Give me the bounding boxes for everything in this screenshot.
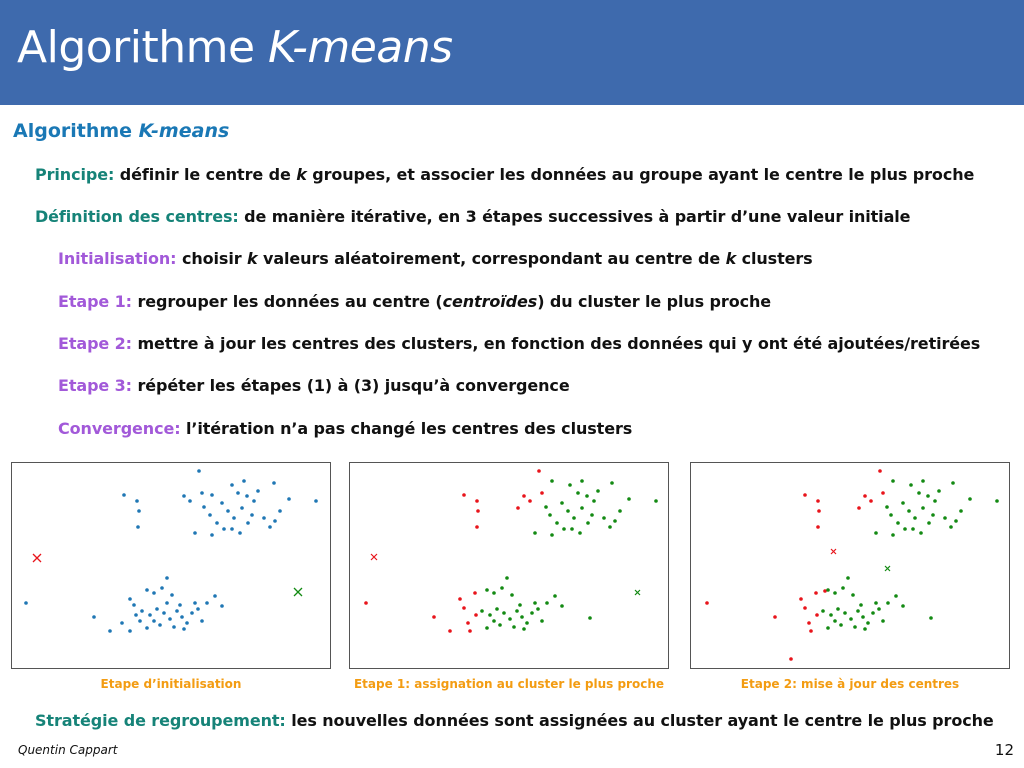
principe-line: Principe: définir le centre de k groupes… — [35, 165, 975, 184]
step2-label: Etape 2: — [58, 334, 132, 353]
caption-etape-2: Etape 2: mise à jour des centres — [740, 677, 960, 691]
convergence-label: Convergence: — [58, 419, 181, 438]
caption-initialisation: Etape d’initialisation — [100, 677, 242, 691]
plot-initialisation — [11, 462, 331, 669]
step1-line: Etape 1: regrouper les données au centre… — [58, 292, 772, 311]
principe-label: Principe: — [35, 165, 115, 184]
footer-author: Quentin Cappart — [18, 743, 118, 757]
page-number: 12 — [994, 741, 1014, 759]
scatter-etape-2 — [705, 469, 999, 661]
step1-label: Etape 1: — [58, 292, 132, 311]
step2-line: Etape 2: mettre à jour les centres des c… — [58, 334, 981, 353]
definition-label: Définition des centres: — [35, 207, 239, 226]
slide-title: Algorithme K-means — [17, 22, 453, 73]
block-title: Algorithme K-means — [13, 120, 230, 142]
definition-line: Définition des centres: de manière itéra… — [35, 207, 911, 226]
scatter-initialisation — [24, 469, 318, 633]
step3-label: Etape 3: — [58, 376, 132, 395]
slide-title-bar: Algorithme K-means — [0, 0, 1024, 105]
caption-etape-1: Etape 1: assignation au cluster le plus … — [353, 677, 665, 691]
plot-etape-1 — [349, 462, 669, 669]
strategie-label: Stratégie de regroupement: — [35, 711, 286, 730]
step3-line: Etape 3: répéter les étapes (1) à (3) ju… — [58, 376, 570, 395]
scatter-etape-1 — [364, 469, 658, 633]
init-label: Initialisation: — [58, 249, 177, 268]
init-line: Initialisation: choisir k valeurs aléato… — [58, 249, 813, 268]
strategie-line: Stratégie de regroupement: les nouvelles… — [35, 711, 994, 730]
plot-etape-2 — [690, 462, 1010, 669]
convergence-line: Convergence: l’itération n’a pas changé … — [58, 419, 633, 438]
